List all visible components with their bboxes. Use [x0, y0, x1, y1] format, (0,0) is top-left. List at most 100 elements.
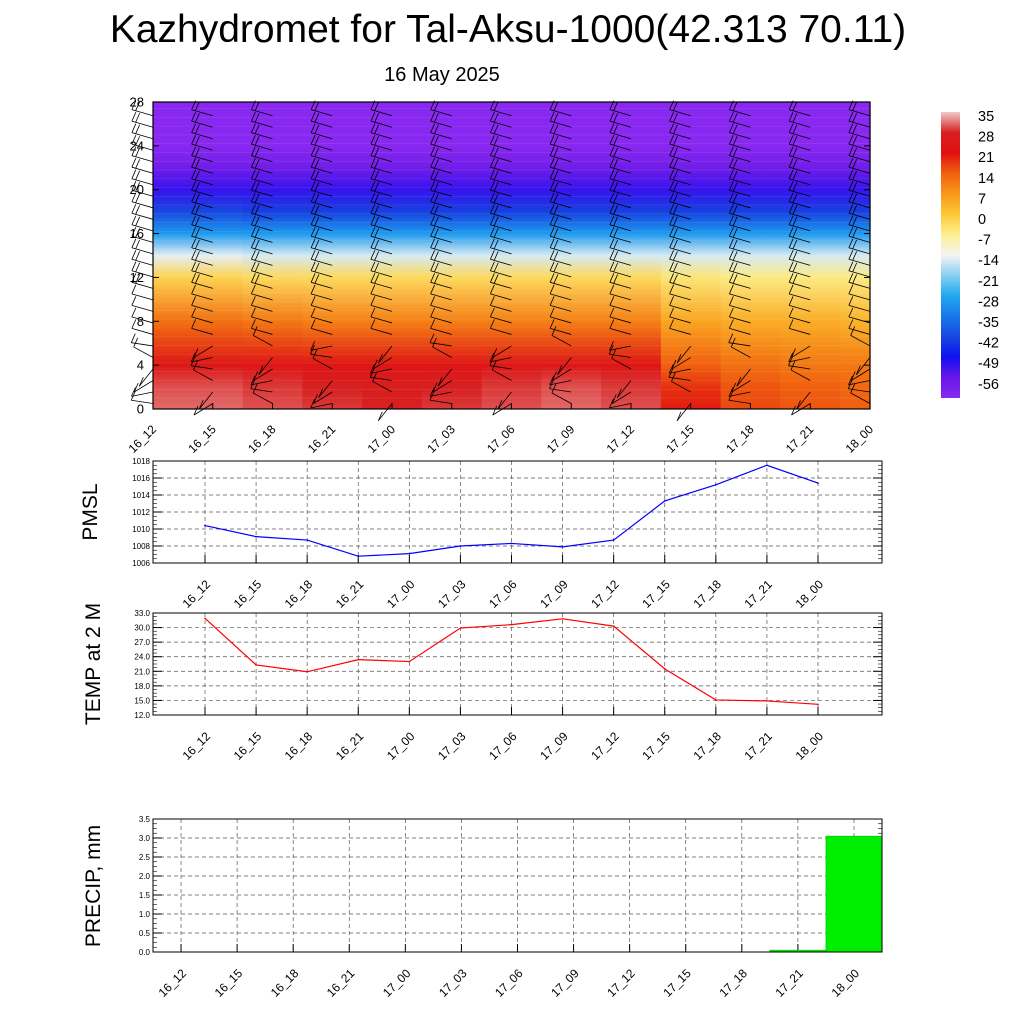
wind-barb	[609, 341, 632, 351]
wind-barb-shaft	[490, 109, 512, 117]
x-tick-label: 17_06	[486, 577, 520, 611]
wind-barb	[549, 169, 572, 186]
wind-barb-flag	[549, 215, 555, 225]
wind-barb	[131, 307, 154, 324]
wind-barb-flag	[669, 111, 674, 122]
wind-barb-shaft	[370, 316, 393, 324]
wind-barb-flag	[669, 169, 674, 179]
wind-barb	[191, 307, 213, 324]
wind-barb-flag	[430, 158, 435, 168]
wind-barb-flag	[135, 274, 141, 284]
wind-barb	[372, 357, 393, 370]
wind-barb	[370, 261, 393, 278]
wind-barb-flag	[850, 371, 856, 381]
wind-barb	[669, 158, 691, 174]
wind-barb-flag	[728, 284, 734, 294]
wind-barb-flag	[489, 123, 495, 133]
wind-barb	[370, 158, 393, 174]
wind-barb-shaft	[430, 155, 452, 163]
wind-barb-shaft	[250, 388, 273, 393]
wind-barb	[131, 250, 154, 266]
wind-barb-flag	[130, 333, 136, 343]
wind-barb	[551, 326, 572, 347]
wind-barb-shaft	[430, 212, 452, 220]
wind-barb-flag	[788, 123, 794, 133]
wind-barb	[728, 261, 751, 278]
wind-barb-shaft	[549, 201, 572, 209]
wind-barb	[489, 169, 512, 186]
wind-barb-shaft	[191, 304, 213, 312]
wind-barb	[848, 215, 871, 232]
wind-barb-shaft	[736, 368, 751, 387]
wind-barb-shaft	[609, 155, 632, 163]
wind-barb-flag	[489, 181, 495, 191]
wind-barb	[370, 192, 393, 209]
wind-barb-shaft	[669, 166, 691, 174]
wind-barb	[370, 307, 393, 324]
wind-barb-flag	[613, 193, 619, 203]
wind-barb	[250, 169, 273, 186]
wind-barb	[370, 250, 393, 266]
data-point	[459, 545, 462, 547]
wind-barb-flag	[198, 400, 204, 410]
wind-barb-flag	[370, 307, 376, 318]
wind-barb-flag	[673, 170, 678, 180]
wind-barb-shaft	[190, 365, 213, 370]
wind-barb-shaft	[191, 155, 213, 163]
wind-barb	[131, 261, 154, 278]
data-point	[612, 625, 615, 627]
wind-barb-shaft	[432, 380, 452, 393]
wind-barb	[430, 284, 452, 301]
wind-barb	[609, 123, 632, 140]
x-tick-label: 17_15	[639, 577, 673, 611]
wind-barb-shaft	[788, 212, 811, 220]
wind-barb-flag	[553, 124, 559, 134]
wind-barb	[131, 111, 154, 128]
y-tick-label: 2.0	[139, 872, 151, 881]
y-tick-label: 4	[137, 358, 144, 373]
colorbar: 35 28 21 14 7 0 -7 -14 -21 -28 -35 -42 -49 -56	[941, 109, 999, 398]
x-tick-label: 17_18	[723, 422, 757, 456]
wind-barb	[430, 273, 452, 289]
wind-barb-flag	[609, 204, 615, 214]
wind-barb	[848, 273, 871, 289]
wind-barb-shaft	[253, 335, 273, 347]
wind-barb-flag	[314, 182, 320, 192]
wind-barb-flag	[318, 388, 323, 398]
wind-barb-flag	[728, 333, 734, 343]
wind-barb-shaft	[193, 369, 213, 381]
wind-barb-shaft	[131, 293, 154, 301]
wind-barb-shaft	[191, 293, 213, 301]
wind-barb-flag	[609, 261, 615, 271]
wind-barb	[669, 181, 691, 197]
wind-barb	[310, 273, 333, 289]
wind-barb	[676, 345, 692, 364]
wind-barb	[669, 169, 691, 186]
wind-barb	[549, 238, 572, 255]
wind-barb	[310, 307, 333, 324]
wind-barb-flag	[254, 274, 260, 284]
wind-barb-flag	[673, 239, 678, 250]
wind-barb	[191, 227, 213, 243]
wind-barb	[310, 250, 333, 266]
wind-barb	[310, 398, 333, 409]
wind-barb-flag	[250, 111, 256, 122]
wind-barb-flag	[732, 159, 738, 169]
wind-barb-flag	[732, 251, 738, 261]
wind-barb-flag	[848, 273, 854, 283]
wind-barb-flag	[430, 146, 435, 156]
wind-barb-shaft	[549, 258, 572, 266]
wind-barb-flag	[731, 382, 737, 393]
wind-barb	[848, 192, 871, 209]
wind-barb-flag	[788, 204, 794, 214]
wind-barb-flag	[314, 216, 320, 227]
wind-barb	[133, 337, 154, 358]
wind-barb-shaft	[609, 304, 632, 312]
wind-barb-flag	[135, 251, 141, 261]
wind-barb-flag	[135, 159, 141, 169]
wind-barb-shaft	[788, 143, 811, 151]
wind-barb	[131, 387, 154, 397]
wind-barb	[489, 227, 512, 243]
wind-barb-shaft	[729, 189, 751, 197]
